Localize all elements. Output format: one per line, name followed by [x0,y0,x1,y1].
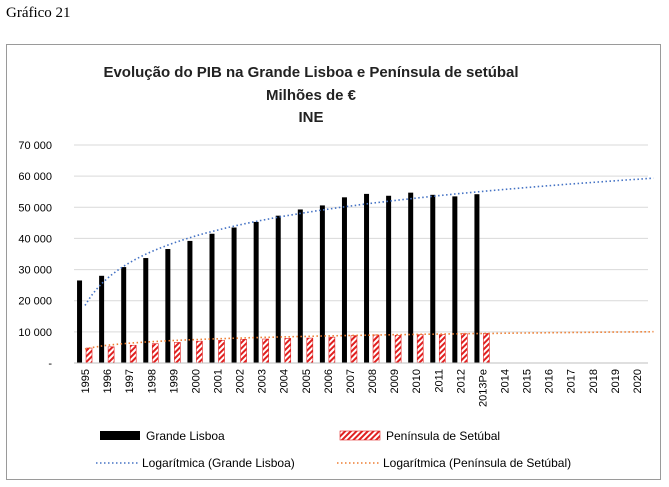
y-tick-label: 60 000 [18,171,52,183]
bar-grande-lisboa [452,196,458,363]
legend-item-peninsula-setubal: Península de Setúbal [339,429,500,443]
bar-grande-lisboa [99,275,105,363]
bar-grande-lisboa [474,194,480,363]
bar-grande-lisboa [77,280,83,363]
bar-peninsula-setubal [306,337,314,364]
x-tick-label: 2006 [323,369,335,393]
x-tick-label: 1997 [124,369,136,393]
x-tick-label: 2013Pe [477,369,489,407]
legend-swatch [339,430,381,441]
bar-peninsula-setubal [483,333,490,364]
x-tick-label: 1996 [102,369,114,393]
y-tick-label: 40 000 [18,233,52,245]
bar-peninsula-setubal [151,343,159,364]
y-tick-label: 50 000 [18,202,52,214]
bar-peninsula-setubal [372,334,380,364]
bars [77,192,490,364]
legend-item-trend-grande-lisboa: Logarítmica (Grande Lisboa) [96,456,295,470]
chart-title: Evolução do PIB na Grande Lisboa e Penín… [103,64,519,81]
trendline-peninsula-setubal [84,330,654,350]
bar-peninsula-setubal [416,334,424,364]
x-tick-label: 2018 [588,369,600,393]
x-tick-label: 2017 [566,369,578,393]
bar-peninsula-setubal [196,340,203,364]
figure-caption: Gráfico 21 [6,5,71,21]
bar-peninsula-setubal [240,339,247,364]
bar-grande-lisboa [231,227,237,363]
x-tick-label: 2019 [610,369,622,393]
legend: Grande Lisboa Península de Setúbal Logarít… [96,429,571,470]
bar-peninsula-setubal [394,334,402,364]
bar-grande-lisboa [253,221,259,363]
x-tick-label: 2012 [455,369,467,393]
y-tick-label: 20 000 [18,296,52,308]
bar-peninsula-setubal [350,335,358,364]
bar-grande-lisboa [275,215,281,363]
legend-label: Grande Lisboa [146,429,225,443]
x-tick-label: 2003 [257,369,269,393]
legend-swatch [100,431,140,440]
x-tick-label: 1995 [80,369,92,393]
x-tick-label: 2008 [367,369,379,393]
bar-grande-lisboa [364,193,370,363]
bar-grande-lisboa [187,240,193,363]
trendlines [84,177,654,350]
chart-subtitle: Milhões de € [265,87,357,104]
x-tick-label: 2005 [301,369,313,393]
bar-peninsula-setubal [218,339,225,364]
bar-peninsula-setubal [129,344,137,364]
x-tick-label: 2011 [433,369,445,393]
x-tick-label: 2016 [544,369,556,393]
bar-peninsula-setubal [85,347,93,364]
bar-peninsula-setubal [174,342,181,364]
bar-grande-lisboa [165,249,171,363]
trendline-grande-lisboa [84,177,654,306]
chart-source: INE [298,109,324,126]
x-tick-label: 1999 [168,369,180,393]
y-tick-label: 10 000 [18,327,52,339]
chart-frame [6,44,661,480]
bar-grande-lisboa [297,209,303,363]
legend-item-trend-peninsula-setubal: Logarítmica (Península de Setúbal) [337,456,571,470]
x-tick-label: 2004 [279,369,291,393]
x-tick-label: 2001 [213,369,225,393]
y-tick-label: 30 000 [18,265,52,277]
bar-grande-lisboa [209,233,215,363]
x-tick-label: 2009 [389,369,401,393]
x-tick-label: 1998 [146,369,158,393]
bar-grande-lisboa [341,197,347,363]
bar-grande-lisboa [121,267,127,363]
bar-grande-lisboa [143,258,149,363]
bar-peninsula-setubal [262,338,269,364]
x-tick-label: 2015 [522,369,534,393]
x-tick-label: 2014 [500,369,512,393]
legend-label: Península de Setúbal [386,429,500,443]
bar-grande-lisboa [408,192,414,363]
x-tick-label: 2010 [411,369,423,393]
bar-grande-lisboa [319,205,325,363]
bar-peninsula-setubal [284,338,292,364]
bar-grande-lisboa [386,195,392,363]
bar-peninsula-setubal [461,333,468,364]
legend-item-grande-lisboa: Grande Lisboa [100,429,225,443]
axes: - 10 000 20 000 30 000 40 000 50 000 60 000 70 … [18,140,648,407]
x-tick-label: 2000 [190,369,202,393]
grid-lines [74,144,648,333]
y-tick-label: - [48,358,52,370]
bar-grande-lisboa [430,194,436,363]
x-tick-label: 2002 [235,369,247,393]
bar-peninsula-setubal [438,334,446,364]
bar-peninsula-setubal [328,336,336,364]
y-tick-label: 70 000 [18,140,52,152]
bar-peninsula-setubal [107,346,115,364]
legend-label: Logarítmica (Grande Lisboa) [142,456,295,470]
x-tick-label: 2007 [345,369,357,393]
legend-label: Logarítmica (Península de Setúbal) [383,456,571,470]
x-tick-label: 2020 [632,369,644,393]
